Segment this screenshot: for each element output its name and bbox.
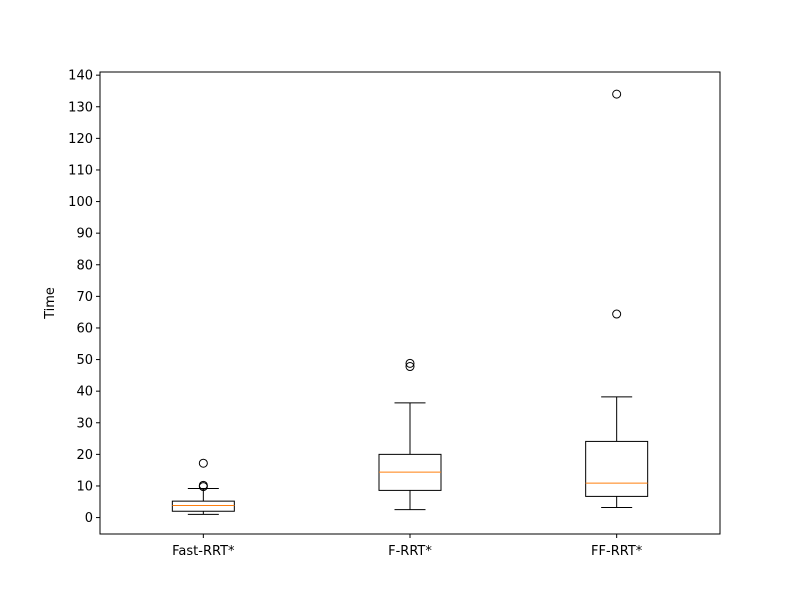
outlier-point — [198, 480, 208, 490]
y-tick-label: 100 — [68, 195, 93, 210]
box-0 — [171, 458, 235, 515]
outlier-point — [612, 309, 622, 319]
x-axis: Fast-RRT* F-RRT* FF-RRT* — [172, 534, 643, 559]
outlier-point — [612, 89, 622, 99]
x-tick-label: F-RRT* — [388, 544, 432, 559]
y-tick-label: 10 — [76, 479, 93, 494]
y-tick-label: 40 — [76, 385, 93, 400]
y-axis: 0 10 20 30 40 50 60 70 80 90 100 110 120 130 140 — [68, 69, 100, 526]
y-tick-label: 80 — [76, 258, 93, 273]
y-tick-label: 140 — [68, 69, 93, 84]
y-tick-label: 50 — [76, 353, 93, 368]
outlier-point — [405, 362, 415, 372]
y-tick-label: 70 — [76, 290, 93, 305]
box-1 — [378, 358, 442, 511]
plot-area — [99, 71, 721, 535]
y-tick-label: 30 — [76, 416, 93, 431]
box-iqr — [171, 500, 235, 512]
x-tick-label: Fast-RRT* — [172, 544, 235, 559]
outlier-point — [198, 458, 208, 468]
y-tick-label: 60 — [76, 321, 93, 336]
y-tick-label: 0 — [85, 511, 93, 526]
y-tick-label: 120 — [68, 132, 93, 147]
y-tick-label: 130 — [68, 100, 93, 115]
y-tick-label: 20 — [76, 448, 93, 463]
y-tick-label: 110 — [68, 163, 93, 178]
y-tick-label: 90 — [76, 227, 93, 242]
y-axis-title: Time — [43, 287, 58, 320]
box-2 — [585, 89, 649, 508]
boxes-group — [171, 89, 649, 515]
x-tick-label: FF-RRT* — [591, 544, 643, 559]
outlier-point — [405, 358, 415, 368]
box-iqr — [585, 440, 649, 497]
